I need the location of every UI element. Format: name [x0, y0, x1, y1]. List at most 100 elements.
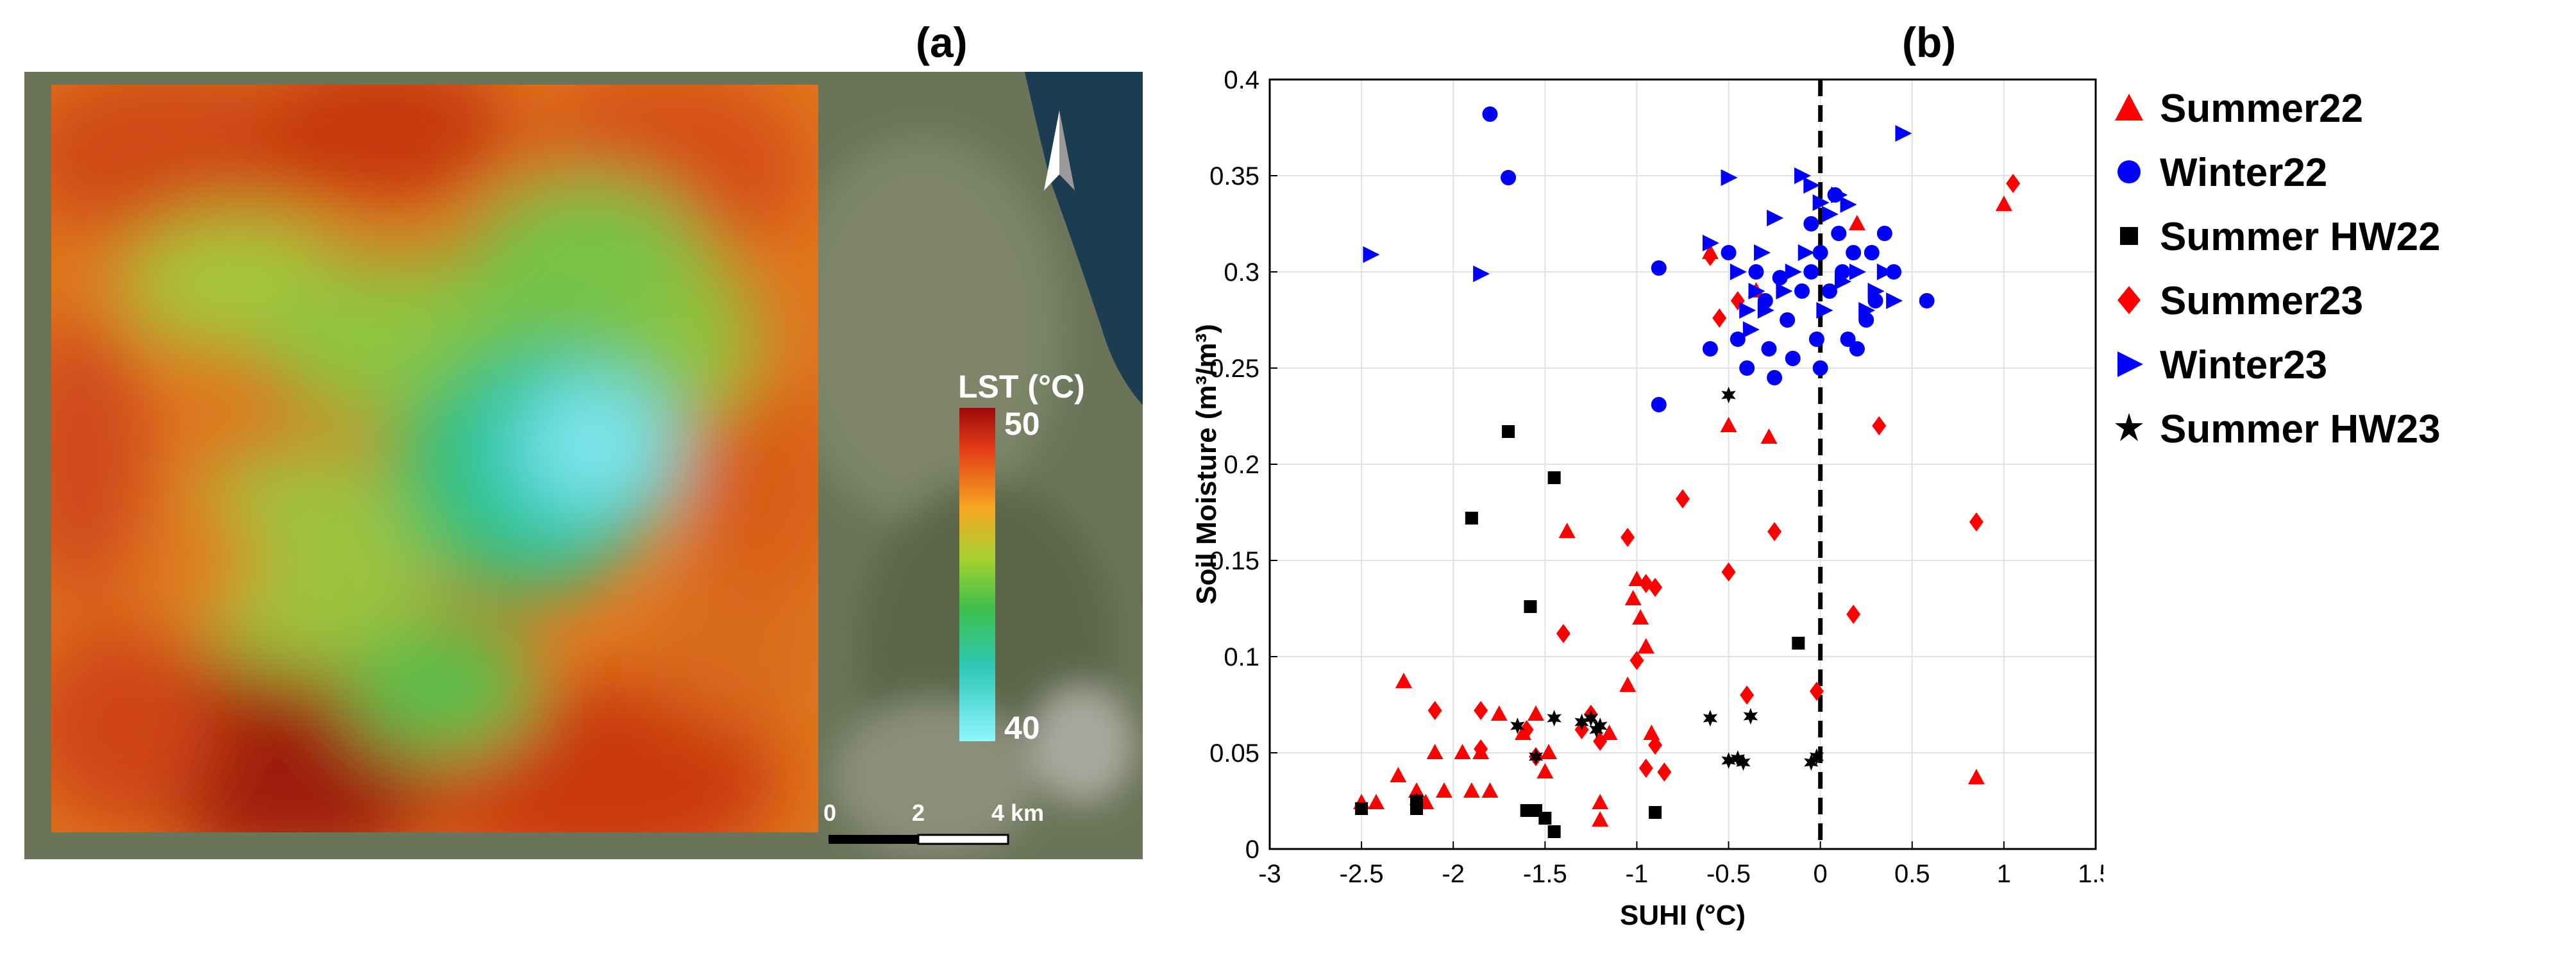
point-winter22-31	[1919, 293, 1935, 308]
y-tick-label: 0.35	[1209, 162, 1259, 190]
legend-item-winter22: Winter22	[2110, 146, 2572, 197]
point-winter22-24	[1846, 245, 1862, 260]
point-summer22-2	[1390, 767, 1407, 782]
point-summer22-4	[1408, 782, 1425, 798]
point-winter22-14	[1785, 351, 1801, 366]
point-winter22-4	[1702, 341, 1718, 357]
point-summer22-18	[1592, 794, 1609, 809]
x-tick-label: -2	[1442, 860, 1465, 888]
point-winter22-13	[1780, 312, 1796, 328]
point-summer23-0	[1427, 701, 1442, 720]
point-winter23-14	[1812, 194, 1830, 211]
point-winter23-1	[1473, 265, 1490, 282]
point-winter23-5	[1739, 302, 1756, 319]
point-winter23-15	[1821, 206, 1839, 223]
point-winter22-7	[1739, 360, 1755, 376]
point-summer22-9	[1463, 782, 1480, 798]
point-summer-hw23-5	[1583, 710, 1599, 727]
point-winter23-12	[1794, 167, 1812, 184]
point-summer23-19	[1730, 291, 1745, 310]
legend-label: Summer HW23	[2160, 407, 2441, 451]
x-axis-label: SUHI (°C)	[1620, 900, 1746, 931]
point-winter22-25	[1849, 341, 1865, 357]
scale-label-2: 2	[912, 800, 925, 826]
point-summer23-10	[1629, 651, 1644, 670]
point-winter23-3	[1721, 169, 1738, 186]
point-summer-hw22-12	[1792, 637, 1805, 650]
point-summer22-22	[1624, 590, 1642, 605]
point-winter23-7	[1748, 283, 1765, 299]
point-winter23-24	[1797, 244, 1815, 261]
point-summer23-8	[1593, 732, 1608, 751]
point-winter22-19	[1812, 245, 1828, 260]
point-summer-hw23-1	[1510, 718, 1525, 734]
star-marker-icon	[2115, 413, 2143, 441]
point-summer-hw23-9	[1721, 752, 1736, 769]
colorbar	[959, 408, 995, 741]
point-summer-hw23-4	[1574, 714, 1589, 730]
point-summer22-1	[1368, 794, 1385, 809]
point-winter22-23	[1840, 332, 1856, 347]
point-winter23-20	[1867, 283, 1885, 299]
point-summer-hw22-8	[1538, 812, 1552, 825]
y-tick-label: 0.25	[1209, 355, 1259, 383]
lst-map: LST (°C) 50 40 0 2 4 km	[24, 72, 1143, 859]
point-summer-hw23-3	[1547, 710, 1562, 727]
point-winter23-0	[1363, 246, 1380, 263]
point-winter22-5	[1721, 245, 1737, 260]
triangle-marker-icon	[2115, 94, 2143, 121]
scale-label-4km: 4 km	[991, 800, 1044, 826]
point-winter22-0	[1482, 106, 1498, 122]
point-winter23-17	[1840, 196, 1857, 213]
point-winter22-6	[1730, 332, 1746, 347]
diamond-marker-icon	[2117, 286, 2141, 314]
scale-label-0: 0	[823, 800, 836, 826]
axes: -3 -2.5 -2 -1.5 -1 -0.5 0 0.5 1 1.5 0 0.05 0.1 0.15 0.…	[1209, 66, 2103, 888]
point-summer-hw23-13	[1804, 754, 1819, 771]
colorbar-max-label: 50	[1004, 406, 1040, 442]
y-tick-label: 0.2	[1224, 451, 1259, 479]
point-summer-hw22-11	[1649, 806, 1662, 819]
x-tick-label: 1.5	[2078, 860, 2103, 888]
point-summer23-3	[1519, 720, 1534, 739]
point-summer-hw22-6	[1524, 600, 1537, 613]
point-summer22-24	[1632, 609, 1649, 625]
point-winter22-2	[1651, 260, 1667, 276]
point-summer-hw22-0	[1355, 802, 1368, 815]
point-winter23-6	[1742, 321, 1760, 338]
point-winter23-11	[1785, 264, 1802, 280]
point-summer23-2	[1474, 739, 1488, 759]
point-summer22-20	[1601, 725, 1618, 740]
lst-overlay	[51, 85, 818, 832]
point-summer-hw23-11	[1736, 754, 1751, 771]
point-winter22-32	[1803, 216, 1819, 231]
point-winter22-27	[1864, 245, 1880, 260]
x-tick-label: 0.5	[1894, 860, 1930, 888]
point-winter22-8	[1748, 264, 1764, 280]
point-summer22-17	[1558, 523, 1576, 538]
point-summer22-31	[1848, 215, 1865, 230]
legend-label: Winter22	[2160, 151, 2328, 195]
point-summer22-25	[1637, 638, 1654, 653]
x-tick-label: 1	[1997, 860, 2011, 888]
point-summer22-19	[1592, 811, 1609, 827]
point-summer23-9	[1621, 528, 1635, 547]
x-tick-label: 0	[1814, 860, 1828, 888]
y-tick-label: 0.05	[1209, 739, 1259, 768]
circle-marker-icon	[2117, 160, 2141, 183]
point-winter22-15	[1794, 283, 1810, 299]
point-winter23-22	[1886, 292, 1903, 309]
panel-a-label: (a)	[916, 19, 968, 66]
point-summer23-18	[1721, 562, 1736, 582]
point-summer-hw23-12	[1743, 708, 1758, 725]
point-winter22-29	[1876, 226, 1892, 241]
point-summer22-14	[1528, 705, 1545, 721]
point-summer23-12	[1638, 574, 1653, 593]
point-winter23-16	[1831, 187, 1848, 203]
point-winter23-21	[1876, 264, 1894, 280]
colorbar-min-label: 40	[1004, 710, 1040, 746]
scatter-chart: -3 -2.5 -2 -1.5 -1 -0.5 0 0.5 1 1.5 0 0.05 0.1 0.15 0.…	[1191, 66, 2103, 931]
legend-label: Winter23	[2160, 343, 2328, 387]
panel-b-label: (b)	[1902, 19, 1957, 66]
point-winter22-10	[1761, 341, 1777, 357]
